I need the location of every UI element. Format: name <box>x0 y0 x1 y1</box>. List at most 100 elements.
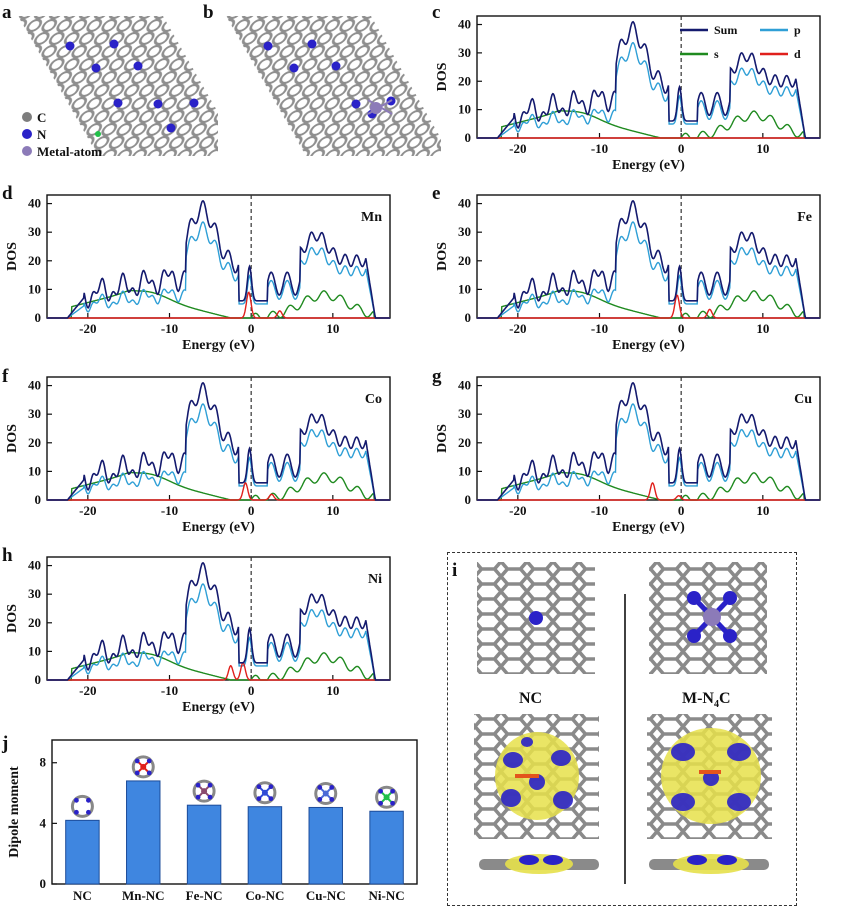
dos-chart-h: 0 10 20 30 40 -20 -10 0 10 Energy (eV) DOS Ni <box>5 556 391 715</box>
molecule-nitrogen-atom <box>256 796 262 802</box>
series-p-line <box>477 403 820 501</box>
molecule-ring <box>192 779 216 803</box>
x-tick-label: 0 <box>248 503 255 518</box>
y-tick-label: 30 <box>458 224 471 239</box>
panel-letter-i: i <box>452 560 458 581</box>
plot-frame <box>476 376 821 501</box>
panel-letter-d: d <box>2 183 13 204</box>
atom-legend-item-nitrogen: N <box>22 126 102 143</box>
x-tick-label: -10 <box>591 141 608 156</box>
x-tick-label: -10 <box>161 321 178 336</box>
molecule-icon <box>253 781 277 805</box>
molecule-nitrogen-atom <box>317 797 323 802</box>
x-axis-label: Energy (eV) <box>612 338 685 353</box>
x-tick-label: -10 <box>591 503 608 518</box>
x-tick-label: -10 <box>591 321 608 336</box>
x-tick-label: 0 <box>248 321 255 336</box>
molecule-nitrogen-atom <box>207 782 213 788</box>
y-tick-label: 30 <box>458 406 471 421</box>
metal-label: Ni <box>368 572 382 587</box>
panel-letter-j: j <box>2 733 9 754</box>
series-s-line <box>47 651 390 681</box>
series-s-line <box>47 289 390 319</box>
nc-side-view <box>479 854 599 874</box>
structure-panel-b <box>226 16 441 156</box>
y-axis-label: Dipole moment <box>7 766 22 858</box>
series-sum-line <box>477 199 820 319</box>
y-tick-label: 0 <box>465 492 472 507</box>
y-tick-label: 0 <box>35 492 42 507</box>
y-axis-label: DOS <box>5 604 20 633</box>
series-s-line <box>477 289 820 319</box>
molecule-nitrogen-atom <box>146 770 152 776</box>
molecule-nitrogen-atom <box>390 788 395 794</box>
metal-atom-icon <box>22 146 32 156</box>
molecule-icon <box>314 781 338 805</box>
x-axis-label: Energy (eV) <box>182 700 255 715</box>
legend-label-s: s <box>714 47 719 61</box>
molecule-center-atom <box>322 790 329 797</box>
molecule-icon <box>131 755 155 779</box>
mn4c-side-view <box>649 854 769 874</box>
series-s-line <box>477 109 820 139</box>
molecule-nitrogen-atom <box>329 785 335 790</box>
nc-nitrogen-atom <box>529 611 543 625</box>
y-tick-label: 10 <box>458 281 471 296</box>
dipole-bar-chart-j: 0 4 8 Dipole moment NC Mn-NC Fe-NC Co-NC Cu-NC Ni… <box>7 739 418 903</box>
molecule-nitrogen-atom <box>268 796 274 802</box>
x-tick-label: -20 <box>79 683 96 698</box>
molecule-ring <box>375 785 399 809</box>
atom-legend: C N Metal-atom <box>22 109 102 160</box>
bar-fe-nc <box>186 804 222 885</box>
dos-chart-g: 0 10 20 30 40 -20 -10 0 10 Energy (eV) DOS Cu <box>435 376 821 535</box>
molecule-nitrogen-atom <box>74 809 79 815</box>
x-axis-label: Energy (eV) <box>182 338 255 353</box>
molecule-nitrogen-atom <box>207 794 213 800</box>
dos-chart-d: 0 10 20 30 40 -20 -10 0 10 Energy (eV) DOS Mn <box>5 194 391 353</box>
x-tick-label: -20 <box>509 141 526 156</box>
y-tick-label: 20 <box>458 435 471 450</box>
panel-letter-f: f <box>2 366 9 387</box>
series-p-line <box>47 403 390 501</box>
y-axis-label: DOS <box>435 242 450 271</box>
panel-i-frame <box>447 552 797 906</box>
series-p-line <box>477 221 820 319</box>
y-tick-label: 40 <box>28 558 41 573</box>
molecule-nitrogen-atom <box>195 782 201 788</box>
molecule-center-atom <box>201 788 208 795</box>
panel-letter-a: a <box>2 2 12 23</box>
mn4c-metal-atom <box>703 608 721 626</box>
molecule-nitrogen-atom <box>74 797 79 803</box>
nitrogen-atom-icon <box>22 129 32 139</box>
series-sum-line <box>477 20 820 139</box>
x-tick-label: -20 <box>509 321 526 336</box>
x-tick-label: 10 <box>326 321 339 336</box>
series-p-line <box>47 221 390 319</box>
molecule-icon <box>70 794 94 818</box>
y-tick-label: 8 <box>40 755 47 770</box>
molecule-nitrogen-atom <box>378 788 383 794</box>
metal-label: Co <box>365 392 382 407</box>
panel-letter-c: c <box>432 2 441 23</box>
x-tick-label: 0 <box>678 141 685 156</box>
molecule-icon <box>375 785 399 809</box>
x-tick-label: Fe-NC <box>186 888 223 903</box>
molecule-nitrogen-atom <box>134 770 140 776</box>
molecule-nitrogen-atom <box>256 784 262 790</box>
metal-label: Mn <box>361 210 382 225</box>
atom-legend-item-carbon: C <box>22 109 102 126</box>
series-d-line <box>47 661 390 681</box>
y-tick-label: 10 <box>458 102 471 117</box>
x-tick-label: 0 <box>678 503 685 518</box>
x-tick-label: Ni-NC <box>369 888 405 903</box>
x-tick-label: 0 <box>678 321 685 336</box>
x-tick-label: 10 <box>326 503 339 518</box>
molecule-center-atom <box>261 789 268 796</box>
panel-letter-b: b <box>203 2 214 23</box>
bar-cu-nc <box>308 806 343 885</box>
series-d-line <box>47 291 390 319</box>
y-tick-label: 10 <box>458 463 471 478</box>
metal-label: Cu <box>794 392 812 407</box>
y-tick-label: 20 <box>28 615 41 630</box>
y-tick-label: 40 <box>28 196 41 211</box>
